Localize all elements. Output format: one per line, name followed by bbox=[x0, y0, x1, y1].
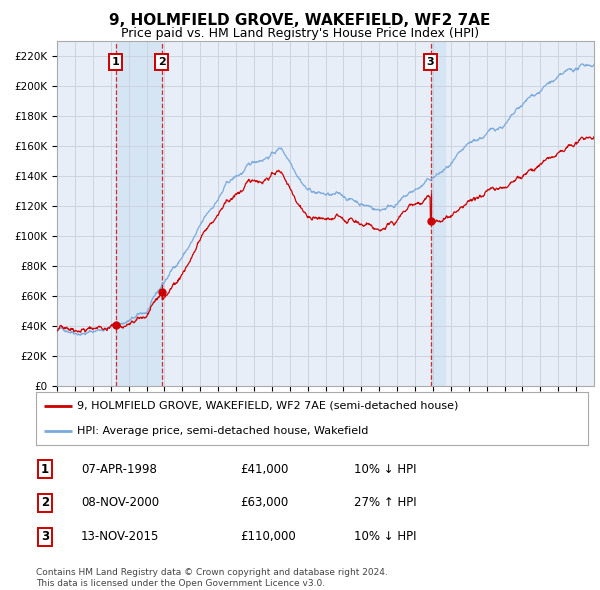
Text: 1: 1 bbox=[112, 57, 119, 67]
Text: 07-APR-1998: 07-APR-1998 bbox=[81, 463, 157, 476]
Text: 08-NOV-2000: 08-NOV-2000 bbox=[81, 496, 159, 509]
Text: 2: 2 bbox=[41, 496, 49, 509]
Bar bbox=[431, 41, 445, 386]
Text: 10% ↓ HPI: 10% ↓ HPI bbox=[354, 530, 416, 543]
Text: 13-NOV-2015: 13-NOV-2015 bbox=[81, 530, 160, 543]
Text: 2: 2 bbox=[158, 57, 166, 67]
Text: 27% ↑ HPI: 27% ↑ HPI bbox=[354, 496, 416, 509]
Text: £63,000: £63,000 bbox=[240, 496, 288, 509]
Text: 9, HOLMFIELD GROVE, WAKEFIELD, WF2 7AE (semi-detached house): 9, HOLMFIELD GROVE, WAKEFIELD, WF2 7AE (… bbox=[77, 401, 459, 411]
Text: This data is licensed under the Open Government Licence v3.0.: This data is licensed under the Open Gov… bbox=[36, 579, 325, 588]
Text: Price paid vs. HM Land Registry's House Price Index (HPI): Price paid vs. HM Land Registry's House … bbox=[121, 27, 479, 40]
Text: HPI: Average price, semi-detached house, Wakefield: HPI: Average price, semi-detached house,… bbox=[77, 425, 369, 435]
Text: £110,000: £110,000 bbox=[240, 530, 296, 543]
Text: Contains HM Land Registry data © Crown copyright and database right 2024.: Contains HM Land Registry data © Crown c… bbox=[36, 568, 388, 576]
Text: 3: 3 bbox=[41, 530, 49, 543]
Text: £41,000: £41,000 bbox=[240, 463, 289, 476]
Text: 1: 1 bbox=[41, 463, 49, 476]
Text: 10% ↓ HPI: 10% ↓ HPI bbox=[354, 463, 416, 476]
Text: 3: 3 bbox=[427, 57, 434, 67]
Text: 9, HOLMFIELD GROVE, WAKEFIELD, WF2 7AE: 9, HOLMFIELD GROVE, WAKEFIELD, WF2 7AE bbox=[109, 13, 491, 28]
Bar bbox=[116, 41, 162, 386]
